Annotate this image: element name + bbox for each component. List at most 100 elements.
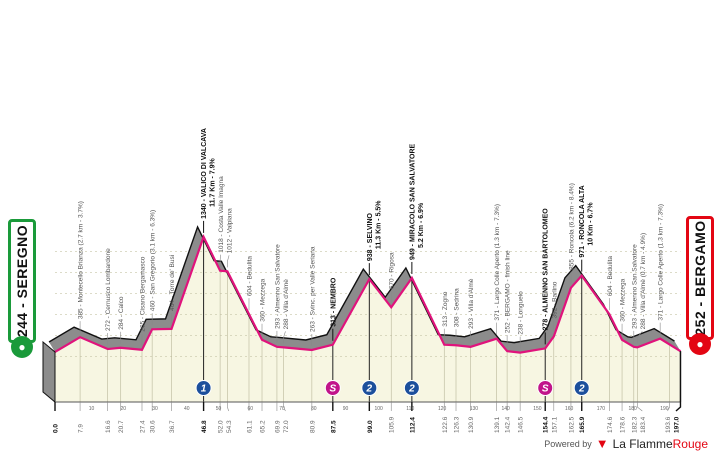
marker-label: 1 bbox=[201, 384, 207, 395]
km-label: 0.0 bbox=[53, 424, 60, 433]
powered-by-text: Powered by bbox=[544, 438, 592, 449]
x-tick-label: 60 bbox=[248, 406, 254, 412]
place-label: 464 - Torre de' Busi bbox=[169, 255, 176, 311]
x-tick-label: 140 bbox=[502, 406, 511, 412]
place-label: 1018 - Costa Valle Imagna bbox=[218, 176, 225, 253]
place-label: 385 - Montecello Brianza (2.7 km - 3.7%) bbox=[78, 201, 85, 319]
relief-band bbox=[49, 226, 681, 353]
km-label: 54.3 bbox=[226, 420, 233, 433]
place-label: 293 - Almenno San Salvatore bbox=[631, 244, 638, 329]
footer-credit: Powered by ▼ La FlammeRouge bbox=[544, 436, 708, 451]
x-tick-label: 70 bbox=[279, 406, 285, 412]
marker-label: S bbox=[542, 384, 549, 395]
place-label: 263 - Svinc. per Valle Seriana bbox=[309, 246, 316, 332]
climb-label: 938 - SELVINO bbox=[367, 212, 374, 261]
km-tick bbox=[667, 402, 670, 412]
place-label: 670 - Rigosa bbox=[389, 252, 396, 289]
km-label: 182.3 bbox=[631, 416, 638, 433]
x-tick-label: 10 bbox=[89, 406, 95, 412]
x-tick-label: 130 bbox=[470, 406, 479, 412]
x-tick-label: 40 bbox=[184, 406, 190, 412]
x-tick-label: 150 bbox=[533, 406, 542, 412]
kom-marker-icon bbox=[573, 380, 590, 396]
place-label: 604 - Bedulita bbox=[246, 256, 253, 296]
place-label: 293 - Villa d'Almè bbox=[468, 278, 475, 329]
km-label: 165.9 bbox=[579, 416, 586, 433]
km-label: 99.0 bbox=[367, 420, 374, 433]
sprint-marker-icon bbox=[537, 380, 554, 396]
start-label: 244 - SEREGNO bbox=[14, 224, 30, 338]
km-label: 87.5 bbox=[330, 420, 337, 433]
km-label: 197.0 bbox=[673, 416, 680, 433]
km-label: 16.6 bbox=[105, 420, 112, 433]
km-label: 142.4 bbox=[505, 416, 512, 433]
x-tick-label: 110 bbox=[406, 406, 414, 412]
profile-fill bbox=[55, 236, 681, 402]
climb-label: 971 - RONCOLA ALTA bbox=[579, 185, 586, 257]
finish-box: 252 - BERGAMO bbox=[686, 216, 714, 340]
climb-stats: 10 Km - 6.7% bbox=[588, 202, 595, 246]
place-label: 288 - Villa d'Almè bbox=[283, 279, 290, 330]
km-label: 46.8 bbox=[201, 420, 208, 433]
start-box: 244 - SEREGNO bbox=[8, 219, 36, 343]
marker-label: 2 bbox=[408, 384, 415, 395]
km-label: 126.3 bbox=[454, 416, 461, 433]
km-label: 20.7 bbox=[118, 420, 125, 433]
kom-marker-icon bbox=[403, 380, 420, 396]
relief-side bbox=[42, 340, 56, 404]
km-tick bbox=[227, 402, 229, 412]
km-label: 154.4 bbox=[543, 416, 550, 433]
marker-label: 2 bbox=[366, 384, 373, 395]
place-label: 1012 - Valpiana bbox=[227, 208, 234, 253]
kom-marker-icon bbox=[361, 380, 378, 396]
x-tick-label: 180 bbox=[629, 406, 638, 412]
sprint-marker-icon bbox=[324, 380, 341, 396]
km-label: 174.6 bbox=[607, 416, 614, 433]
kom-marker-icon bbox=[195, 380, 212, 396]
x-tick-label: 20 bbox=[121, 406, 127, 412]
x-tick-label: 190 bbox=[660, 406, 669, 412]
km-label: 112.4 bbox=[409, 417, 416, 433]
x-tick-label: 50 bbox=[216, 406, 222, 412]
place-label: 360 - Mezzega bbox=[620, 278, 627, 321]
place-label: 252 - BERGAMO - finish line bbox=[505, 250, 512, 333]
marker-label: S bbox=[329, 384, 336, 395]
place-label: 284 - Calco bbox=[118, 296, 125, 330]
x-tick-label: 90 bbox=[343, 406, 349, 412]
place-label: 265 - Cisano Bergamasco bbox=[139, 256, 146, 332]
climb-label: 949 - MIRACOLO SAN SALVATORE bbox=[409, 143, 416, 259]
climb-stats: 11.7 Km - 7.9% bbox=[210, 157, 217, 206]
km-label: 80.9 bbox=[309, 420, 316, 433]
label-leader bbox=[636, 331, 643, 344]
x-tick-label: 170 bbox=[597, 406, 606, 412]
km-label: 30.6 bbox=[150, 420, 157, 433]
finish-bicycle-icon: ● bbox=[689, 333, 711, 355]
flame-logo-icon: ▼ bbox=[595, 436, 609, 451]
route-line bbox=[54, 234, 682, 354]
km-label: 7.9 bbox=[78, 424, 85, 433]
place-label: 855 - Roncola (6.2 km - 8.4%) bbox=[568, 183, 575, 270]
km-label: 27.4 bbox=[139, 420, 146, 433]
km-label: 105.9 bbox=[389, 416, 396, 433]
km-label: 72.0 bbox=[283, 420, 290, 433]
x-tick-label: 30 bbox=[152, 406, 158, 412]
place-label: 313 - Zogno bbox=[442, 291, 449, 326]
km-tick bbox=[675, 402, 682, 412]
label-leader bbox=[283, 331, 286, 344]
climb-label: 313 - NEMBRO bbox=[330, 277, 337, 327]
km-label: 61.1 bbox=[246, 420, 253, 433]
place-label: 293 - Almenno San Salvatore bbox=[274, 244, 281, 329]
km-label: 146.5 bbox=[518, 416, 525, 433]
place-label: 371 - Largo Colle Aperto (1.3 km - 7.3%) bbox=[658, 204, 665, 321]
climb-stats: 5.2 Km - 6.9% bbox=[418, 202, 425, 248]
place-label: 238 - Longuelo bbox=[518, 291, 525, 335]
km-label: 183.4 bbox=[640, 416, 647, 433]
brand-logo: La FlammeRouge bbox=[612, 436, 708, 451]
climb-label: 278 - ALMENNO SAN BARTOLOMEO bbox=[543, 208, 550, 331]
km-label: 139.1 bbox=[494, 416, 501, 433]
km-label: 162.5 bbox=[568, 416, 575, 433]
km-label: 65.2 bbox=[260, 420, 267, 433]
x-tick-label: 160 bbox=[565, 406, 574, 412]
